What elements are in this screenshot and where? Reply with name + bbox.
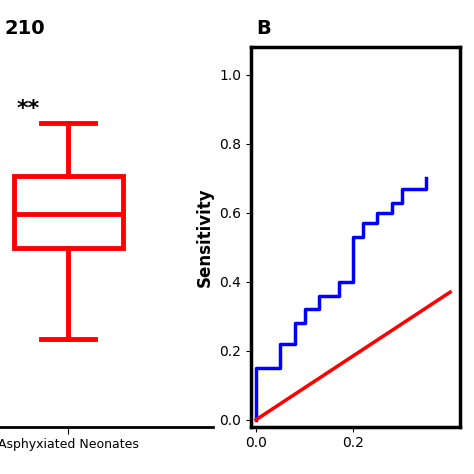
PathPatch shape: [14, 176, 123, 248]
Text: 210: 210: [5, 19, 46, 38]
Text: B: B: [256, 19, 271, 38]
Y-axis label: Sensitivity: Sensitivity: [196, 187, 214, 287]
Text: **: **: [16, 100, 39, 119]
